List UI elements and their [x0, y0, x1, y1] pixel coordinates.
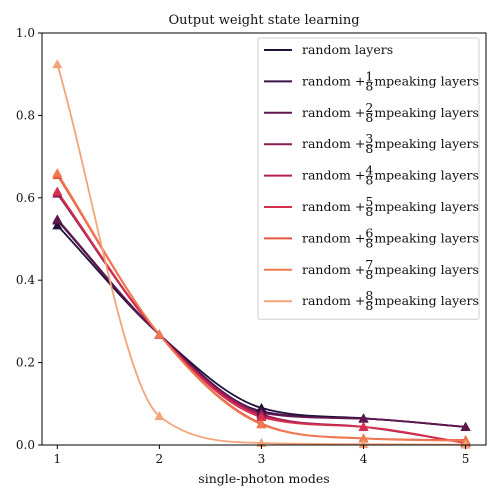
y-tick-label: 0.6	[16, 191, 35, 205]
data-point-7-0	[52, 168, 63, 178]
legend-suffix-4: peaking layers	[386, 168, 479, 183]
legend-frac-den-6: 8	[365, 235, 373, 250]
legend-label-2: random +	[302, 105, 365, 120]
data-point-8-0	[52, 59, 63, 69]
legend-label-1: random +	[302, 73, 365, 88]
data-point-5-2	[256, 411, 267, 421]
legend-box	[257, 37, 480, 320]
legend-frac-num-1: 1	[365, 68, 373, 83]
y-tick-label: 1.0	[16, 26, 35, 40]
x-tick-label: 5	[462, 452, 470, 466]
legend-frac-den-5: 8	[365, 204, 373, 219]
data-point-2-4	[460, 421, 471, 431]
plot-lines	[56, 64, 466, 446]
legend-frac-num-4: 4	[365, 163, 373, 178]
legend-frac-den-8: 8	[365, 298, 373, 313]
y-tick-label: 0.0	[16, 438, 35, 452]
data-point-7-2	[256, 419, 267, 429]
legend-frac-den-1: 8	[365, 78, 373, 93]
legend-frac-den-2: 8	[365, 110, 373, 125]
legend-suffix-8: peaking layers	[386, 293, 479, 308]
legend-variable-7: m	[374, 262, 386, 277]
plot-frame	[41, 32, 487, 446]
legend-suffix-5: peaking layers	[386, 199, 479, 214]
legend-variable-3: m	[374, 136, 386, 151]
data-point-8-3	[358, 439, 369, 449]
x-tick-label: 1	[53, 452, 61, 466]
series-line-8	[56, 64, 466, 446]
legend-frac-num-2: 2	[365, 100, 373, 115]
legend-frac-den-3: 8	[365, 141, 373, 156]
legend-frac-num-7: 7	[365, 257, 373, 272]
legend-suffix-2: peaking layers	[386, 105, 479, 120]
legend-variable-8: m	[374, 293, 386, 308]
legend-frac-den-7: 8	[365, 267, 373, 282]
x-axis: 1 2 3 4 5	[53, 445, 469, 466]
legend-frac-den-4: 8	[365, 173, 373, 188]
data-point-2-0	[52, 214, 63, 224]
data-point-0-0	[52, 220, 63, 230]
legend-suffix-1: peaking layers	[386, 73, 479, 88]
x-tick-label: 2	[156, 452, 164, 466]
legend-suffix-3: peaking layers	[386, 136, 479, 151]
chart-title: Output weight state learning	[168, 13, 359, 28]
legend-variable-5: m	[374, 199, 386, 214]
legend-suffix-6: peaking layers	[386, 230, 479, 245]
legend-frac-num-5: 5	[365, 194, 373, 209]
legend-variable-2: m	[374, 105, 386, 120]
x-axis-label: single-photon modes	[198, 471, 329, 486]
series-line-7	[56, 172, 466, 442]
legend-label-0: random layers	[302, 42, 393, 57]
legend-variable-4: m	[374, 168, 386, 183]
legend-frac-num-3: 3	[365, 131, 373, 146]
x-tick-label: 3	[258, 452, 266, 466]
legend-label-3: random +	[302, 136, 365, 151]
legend-variable-6: m	[374, 230, 386, 245]
data-point-7-1	[154, 329, 165, 339]
y-tick-label: 0.8	[16, 108, 35, 122]
data-point-8-1	[154, 411, 165, 421]
y-tick-label: 0.2	[16, 356, 35, 370]
legend-label-7: random +	[302, 262, 365, 277]
legend-suffix-7: peaking layers	[386, 262, 479, 277]
x-tick-label: 4	[360, 452, 368, 466]
legend-label-6: random +	[302, 230, 365, 245]
legend-label-4: random +	[302, 168, 365, 183]
data-point-7-3	[358, 433, 369, 443]
legend-variable-1: m	[374, 73, 386, 88]
y-tick-label: 0.4	[16, 273, 35, 287]
data-point-8-4	[460, 439, 471, 449]
legend-label-8: random +	[302, 293, 365, 308]
series-line-5	[56, 191, 466, 444]
data-point-2-3	[358, 413, 369, 423]
data-point-5-3	[358, 421, 369, 431]
y-axis: 0.0 0.2 0.4 0.6 0.8 1.0	[16, 26, 42, 452]
legend-frac-num-8: 8	[365, 288, 373, 303]
legend-label-5: random +	[302, 199, 365, 214]
data-point-5-0	[52, 186, 63, 196]
legend-frac-num-6: 6	[365, 225, 373, 240]
